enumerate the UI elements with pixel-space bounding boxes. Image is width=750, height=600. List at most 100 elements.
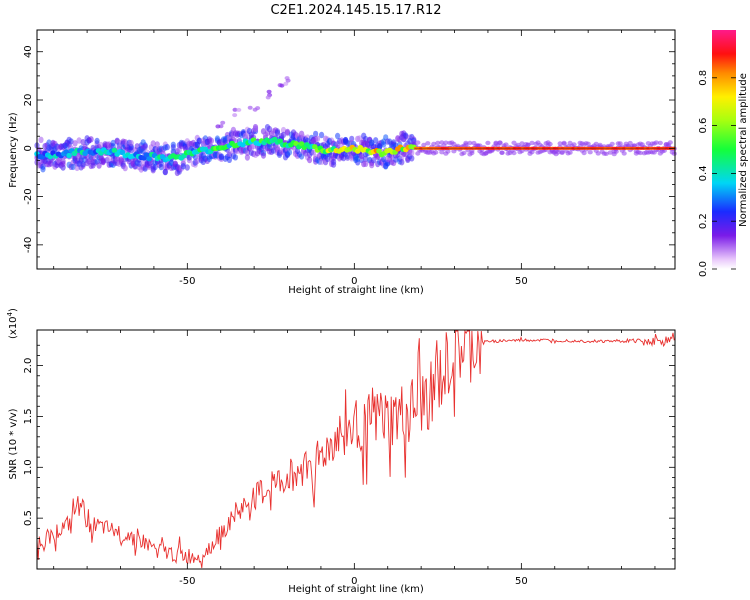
- spectrogram-scatter-point: [255, 106, 261, 111]
- spectrogram-cell: [657, 140, 663, 146]
- spectrogram-cell: [94, 137, 100, 145]
- spectrogram-cell: [359, 152, 365, 159]
- spectrogram-cell: [409, 149, 415, 156]
- spectrogram-cell: [325, 155, 331, 162]
- snr-x-tick-label: 50: [515, 576, 528, 587]
- spectrogram-scatter-point: [266, 89, 272, 94]
- spectrogram-cell: [617, 141, 623, 146]
- snr-y-tick-label: 1.0: [23, 459, 34, 475]
- spectrogram-cell: [335, 132, 341, 140]
- spectrogram-cell: [40, 166, 46, 173]
- spectrogram-cell: [88, 136, 94, 143]
- spectrogram-cell: [128, 147, 134, 154]
- spectrogram-cell: [270, 147, 277, 154]
- spectrogram-cell: [38, 136, 44, 143]
- spectrogram-cell: [519, 141, 525, 146]
- spectrogram-cell: [631, 143, 637, 148]
- spectrogram-ridge-cell: [146, 156, 152, 162]
- spectrogram-cell: [208, 137, 214, 144]
- spectrogram-cell: [274, 144, 281, 152]
- spectrogram-cell: [433, 150, 439, 155]
- spectrogram-cell: [114, 155, 120, 163]
- spectrogram-ridge-cell: [143, 152, 150, 158]
- spectrogram-cell: [375, 153, 381, 161]
- spectrogram-cell: [244, 154, 250, 161]
- spectrogram-cell: [637, 150, 643, 156]
- spectrogram-cell: [70, 163, 76, 171]
- snr-frame: [36, 329, 676, 570]
- spectrogram-cell: [613, 149, 619, 154]
- spectrogram-cell: [567, 150, 573, 155]
- spectrogram-cell: [184, 164, 190, 171]
- spectrogram-cell: [609, 141, 615, 147]
- spectrogram-cell: [373, 137, 379, 144]
- spectrogram-cell: [667, 140, 673, 145]
- spectrogram-cell: [525, 142, 531, 147]
- spectrogram-cell: [158, 160, 164, 167]
- spectrogram-cell: [409, 155, 415, 162]
- colorbar-gradient: [712, 30, 736, 269]
- snr-y-tick-label: 0.5: [23, 510, 34, 526]
- spectrogram-cell: [168, 159, 174, 166]
- snr-plot-area: [37, 330, 675, 569]
- spectrogram-cell: [603, 151, 609, 156]
- spectrogram-scatter-point: [215, 124, 221, 129]
- spectrogram-cell: [284, 128, 291, 136]
- spectrogram-cell: [671, 151, 677, 156]
- spectrogram-cell: [461, 150, 467, 156]
- spectrogram-cell: [431, 141, 437, 147]
- spectrogram-cell: [469, 150, 475, 156]
- spectrogram-cell: [653, 140, 659, 145]
- spectrogram-cell: [585, 141, 591, 146]
- spectrogram-ridge-cell: [111, 147, 118, 153]
- spectrogram-cell: [194, 157, 200, 165]
- snr-series-line: [36, 329, 675, 569]
- spectrogram-cell: [425, 141, 431, 146]
- spectrogram-cell: [511, 140, 517, 145]
- spectrogram-cell: [607, 150, 613, 155]
- spectrogram-scatter-point: [279, 83, 285, 88]
- spectrogram-cell: [499, 150, 505, 155]
- spectrogram-cell: [280, 126, 287, 134]
- spectrogram-ridge-cell: [47, 154, 54, 160]
- spectrogram-y-tick-label: -40: [23, 237, 34, 253]
- spectrogram-cell: [218, 154, 224, 161]
- spectrogram-cell: [128, 139, 134, 147]
- spectrogram-cell: [557, 141, 563, 146]
- spectrogram-cell: [559, 149, 565, 155]
- spectrogram-cell: [571, 142, 577, 147]
- spectrogram-cell: [587, 150, 593, 155]
- spectrogram-cell: [421, 142, 427, 148]
- spectrogram-ridge-cell: [66, 152, 72, 159]
- spectrogram-cell: [363, 135, 369, 143]
- snr-x-tick-label: 0: [351, 576, 357, 587]
- spectrogram-cell: [100, 158, 106, 165]
- spectrogram-scatter-point: [283, 81, 289, 86]
- spectrogram-cell: [122, 164, 128, 172]
- spectrogram-ridge-cell: [277, 138, 284, 144]
- spectrogram-cell: [68, 138, 74, 145]
- spectrogram-cell: [511, 150, 517, 156]
- colorbar-tick-label: 0.2: [698, 213, 709, 229]
- spectrogram-cell: [313, 130, 319, 138]
- spectrogram-cell: [76, 137, 82, 144]
- snr-y-axis-label: SNR (10 * v/v): [8, 408, 19, 479]
- figure-title: C2E1.2024.145.15.17.R12: [270, 3, 441, 18]
- spectrogram-cell: [371, 157, 377, 164]
- spectrogram-scatter-point: [285, 78, 291, 83]
- spectrogram-cell: [150, 140, 156, 147]
- spectrogram-cell: [48, 160, 54, 167]
- colorbar-tick-label: 0.8: [698, 70, 709, 86]
- spectrogram-cell: [443, 140, 449, 145]
- spectrogram-cell: [152, 163, 158, 171]
- spectrogram-cell: [497, 140, 503, 145]
- spectrogram-cell: [363, 160, 369, 167]
- spectrogram-cell: [547, 141, 553, 147]
- spectrogram-cell: [399, 159, 405, 166]
- spectrogram-cell: [98, 141, 104, 149]
- spectrogram-cell: [621, 151, 627, 156]
- spectrogram-y-tick-label: 0: [23, 145, 34, 151]
- spectrogram-ridge-cell: [354, 148, 361, 154]
- spectrogram-y-tick-label: -20: [23, 188, 34, 204]
